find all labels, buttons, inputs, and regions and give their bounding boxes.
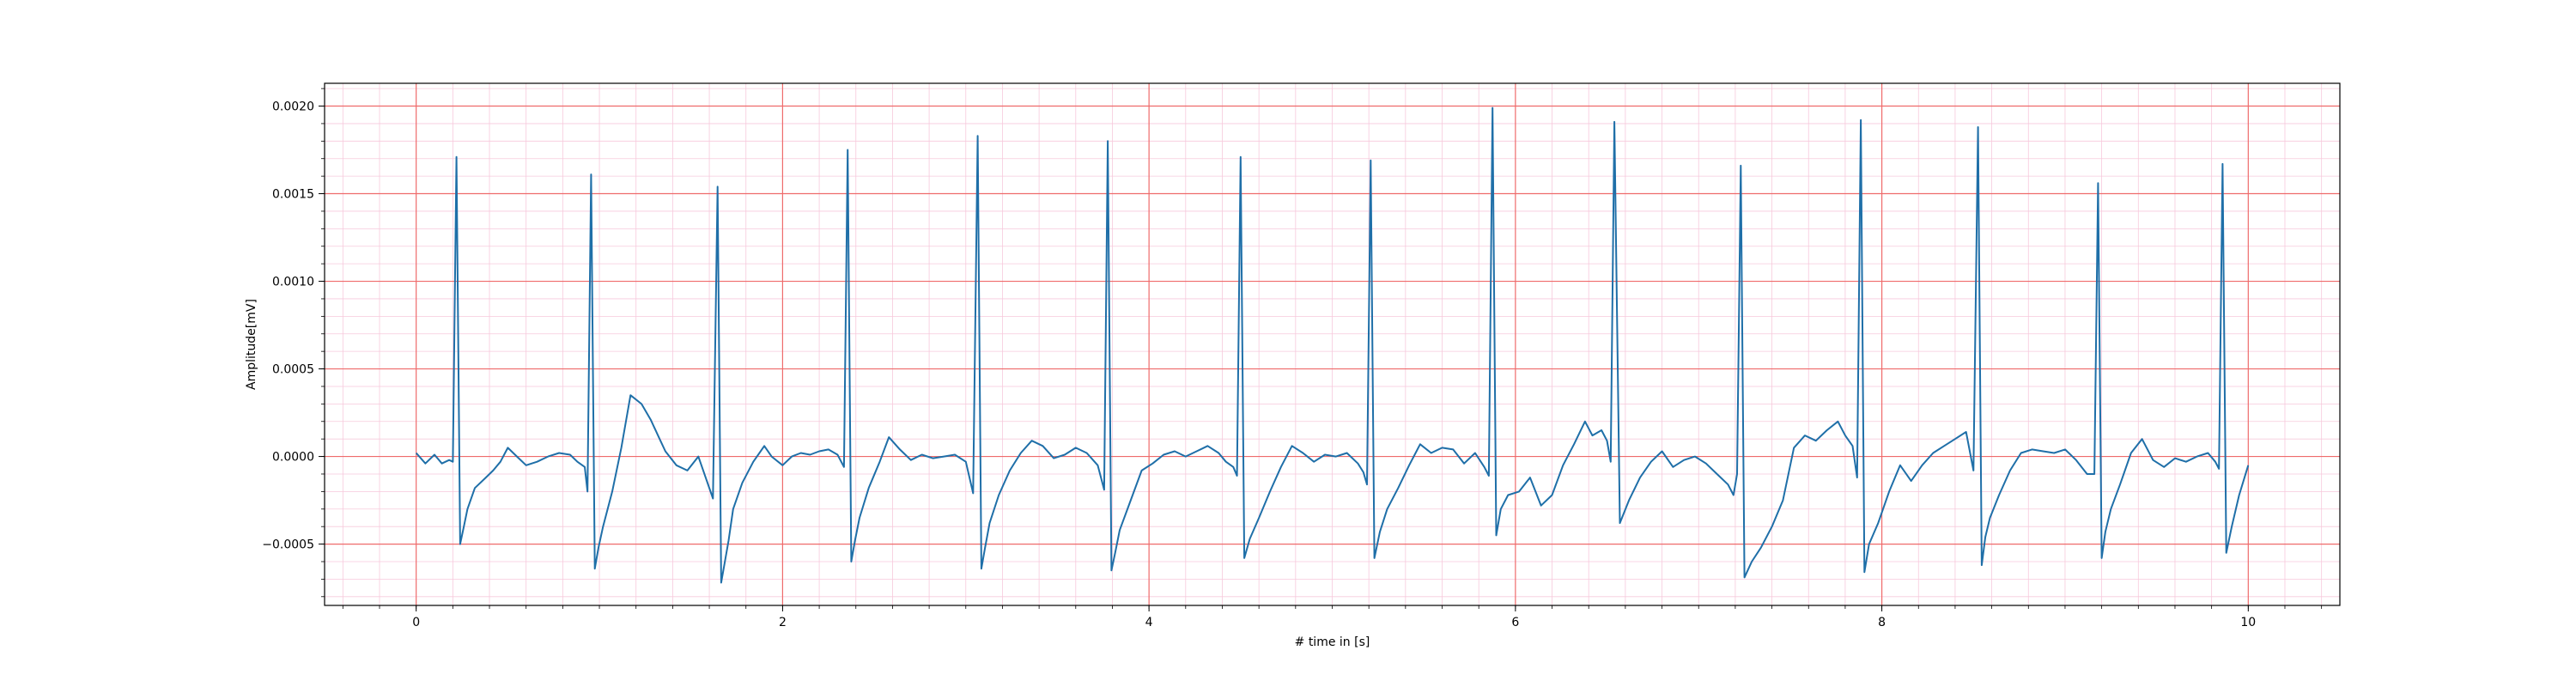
major-grid: [325, 83, 2340, 605]
y-tick-label: 0.0010: [272, 276, 314, 289]
y-axis-title: Amplitude[mV]: [245, 299, 258, 390]
x-tick-label: 10: [2240, 616, 2256, 629]
ecg-series-line: [415, 106, 2250, 584]
y-axis-ticks: −0.0005 0.0000 0.0005 0.0010 0.0015 0.0020: [262, 88, 325, 598]
y-tick-label: 0.0000: [272, 451, 314, 465]
x-axis-title: # time in [s]: [1295, 635, 1370, 649]
y-tick-label: 0.0005: [272, 363, 314, 377]
y-tick-label: 0.0020: [272, 100, 314, 114]
series-layer: [415, 106, 2250, 584]
x-axis-ticks: 0 2 4 6 8 10: [342, 605, 2323, 629]
x-tick-label: 8: [1878, 616, 1886, 629]
minor-grid: [325, 83, 2340, 605]
y-tick-label: 0.0015: [272, 188, 314, 202]
y-tick-label: −0.0005: [262, 538, 314, 552]
x-tick-label: 0: [412, 616, 420, 629]
x-tick-label: 2: [779, 616, 787, 629]
x-tick-label: 6: [1511, 616, 1519, 629]
x-tick-label: 4: [1145, 616, 1153, 629]
